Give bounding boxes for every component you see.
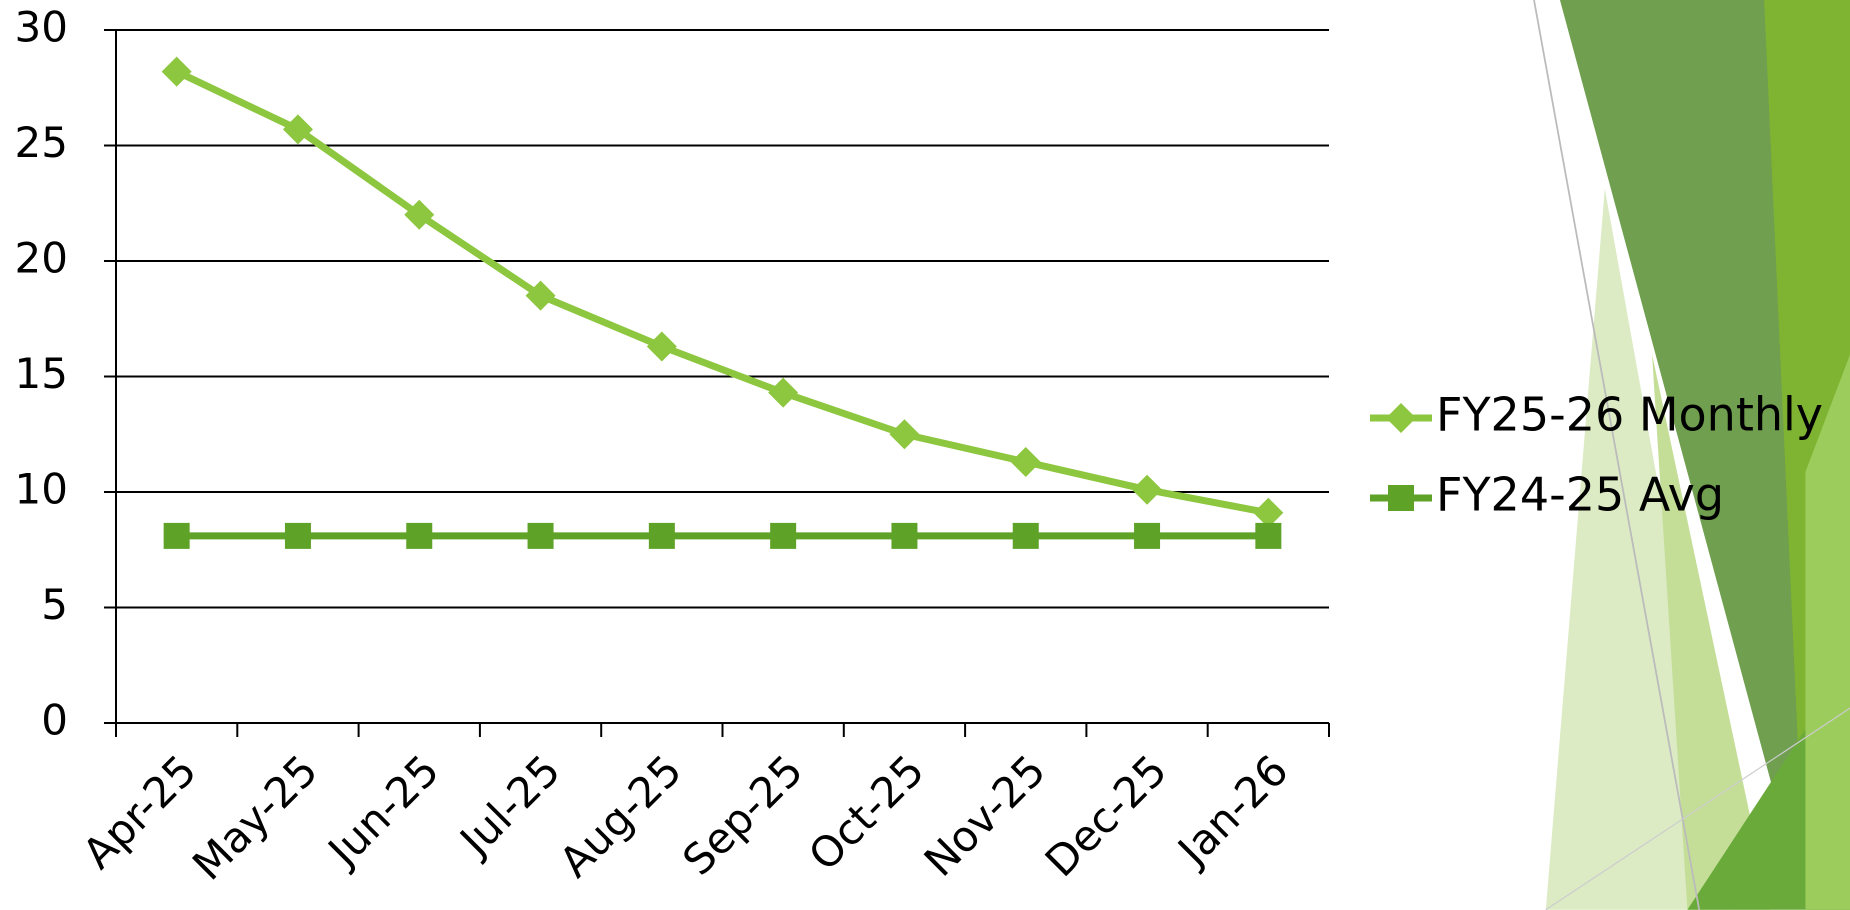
y-tick-label: 10 xyxy=(15,465,68,514)
marker xyxy=(525,280,556,311)
marker xyxy=(648,522,675,549)
x-tick-label: May-25 xyxy=(183,746,327,890)
y-tick-label: 0 xyxy=(41,696,68,745)
y-tick-label: 15 xyxy=(15,349,68,398)
marker xyxy=(282,114,313,145)
legend-label: FY24-25 Avg xyxy=(1436,468,1724,522)
decoration xyxy=(1533,0,1850,910)
x-tick-label: Jul-25 xyxy=(449,746,570,867)
x-tick-label: Sep-25 xyxy=(673,746,812,885)
x-tick-label: Nov-25 xyxy=(915,746,1055,886)
deco-line xyxy=(1545,707,1850,910)
marker xyxy=(1386,403,1416,433)
marker xyxy=(889,419,920,450)
marker xyxy=(1253,497,1284,528)
deco-shape xyxy=(1652,354,1771,910)
marker xyxy=(406,522,433,549)
deco-line xyxy=(1533,0,1701,910)
legend-label: FY25-26 Monthly xyxy=(1436,388,1823,442)
series-line xyxy=(175,68,1270,517)
marker xyxy=(1255,522,1282,549)
marker xyxy=(1132,474,1163,505)
marker xyxy=(163,522,190,549)
x-tick-label: Dec-25 xyxy=(1036,746,1177,887)
deco-shape xyxy=(1805,354,1850,910)
y-tick-label: 20 xyxy=(15,234,68,283)
marker xyxy=(768,377,799,408)
x-tick-label: Oct-25 xyxy=(799,746,934,881)
marker xyxy=(161,56,192,87)
marker xyxy=(1012,522,1039,549)
marker xyxy=(527,522,554,549)
marker xyxy=(646,331,677,362)
y-tick-label: 5 xyxy=(41,580,68,629)
x-tick-label: Jun-25 xyxy=(317,746,449,878)
marker xyxy=(1134,522,1161,549)
marker xyxy=(770,522,797,549)
y-tick-label: 25 xyxy=(15,118,68,167)
marker xyxy=(284,522,311,549)
y-tick-label: 30 xyxy=(15,3,68,52)
x-tick-label: Aug-25 xyxy=(550,746,691,887)
marker xyxy=(404,199,435,230)
marker xyxy=(891,522,918,549)
marker xyxy=(1388,485,1414,511)
marker xyxy=(1010,446,1041,477)
x-tick-label: Jan-26 xyxy=(1166,746,1297,877)
